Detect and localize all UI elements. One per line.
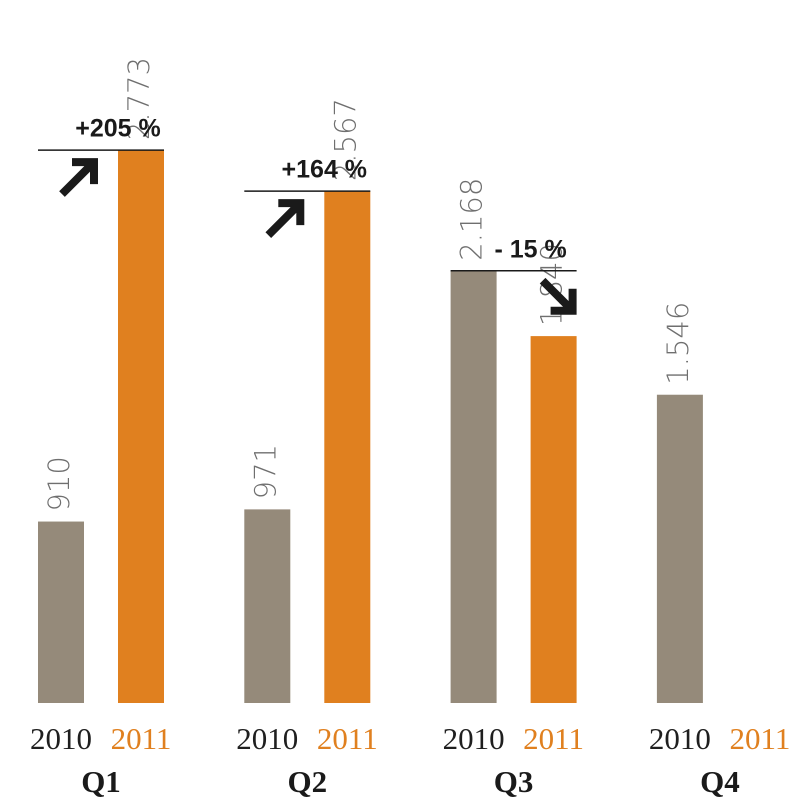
series-label: 2011 xyxy=(729,721,790,756)
bar xyxy=(38,521,84,703)
category-label: Q3 xyxy=(494,764,534,799)
arrow-down xyxy=(539,277,577,315)
series-label: 2010 xyxy=(236,721,298,756)
series-label: 2011 xyxy=(317,721,378,756)
bar xyxy=(656,394,703,703)
value-label: 2.567 xyxy=(328,98,362,181)
series-label: 2010 xyxy=(649,721,711,756)
series-label: 2011 xyxy=(523,721,584,756)
bar xyxy=(450,270,497,703)
bar xyxy=(324,191,371,703)
bar xyxy=(530,336,577,703)
value-label: 1.546 xyxy=(661,302,695,385)
change-label: +205 % xyxy=(75,115,161,143)
category-label: Q4 xyxy=(700,764,740,799)
value-label: 910 xyxy=(42,456,76,511)
category-label: Q1 xyxy=(81,764,121,799)
bar xyxy=(244,509,291,703)
arrow-up xyxy=(59,158,98,197)
value-label: 2.773 xyxy=(122,57,156,140)
arrow-up xyxy=(265,199,305,238)
value-label: 2.168 xyxy=(455,178,489,261)
series-label: 2011 xyxy=(111,721,172,756)
change-label: +164 % xyxy=(282,156,368,184)
category-label: Q2 xyxy=(287,764,327,799)
value-label: 971 xyxy=(248,444,282,499)
series-label: 2010 xyxy=(443,721,505,756)
series-label: 2010 xyxy=(30,721,92,756)
change-label: - 15 % xyxy=(494,235,566,263)
bar xyxy=(118,150,164,704)
